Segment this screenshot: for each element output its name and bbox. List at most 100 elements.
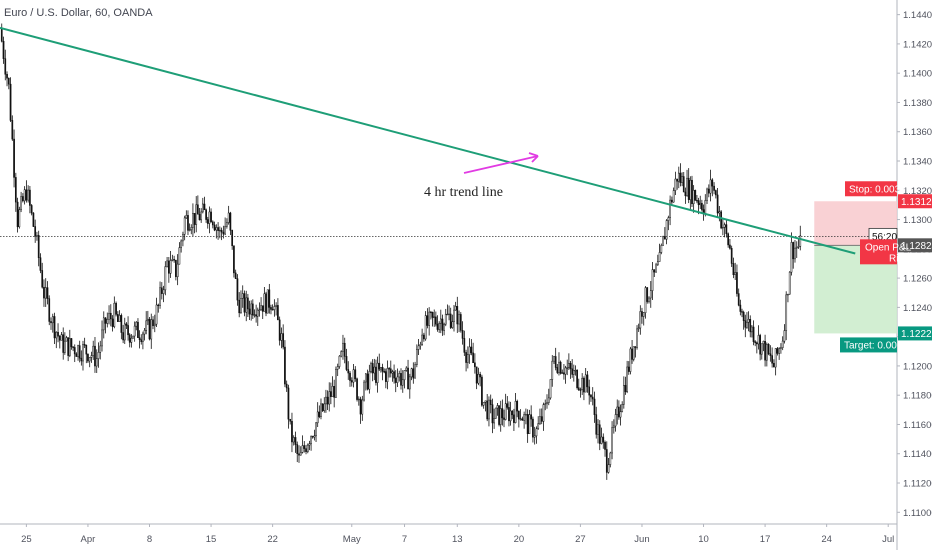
candle-body <box>388 368 390 370</box>
candle-body <box>525 414 527 416</box>
candle-body <box>128 334 131 343</box>
y-tick-label: 1.11600 <box>903 420 932 431</box>
y-tick-label: 1.11000 <box>903 508 932 519</box>
candle-body <box>414 364 416 379</box>
x-tick-label: Apr <box>81 534 96 545</box>
candle-body <box>458 314 460 325</box>
stop-price-badge: 1.13125 <box>901 197 932 208</box>
candle-body <box>689 179 692 200</box>
candle-body <box>760 343 763 355</box>
candle-body <box>205 209 207 220</box>
candle-body <box>101 329 103 347</box>
candle-body <box>75 353 78 357</box>
candle-body <box>150 319 153 340</box>
candle-body <box>41 270 44 288</box>
y-tick-label: 1.13000 <box>903 215 932 226</box>
candle-body <box>13 138 15 178</box>
candle-body <box>46 287 49 299</box>
candle-body <box>65 337 68 342</box>
candle-body <box>208 211 211 224</box>
candle-body <box>504 403 507 420</box>
candle-body <box>776 348 779 354</box>
candle-body <box>7 77 10 85</box>
candle-body <box>345 356 348 370</box>
candle-body <box>138 337 141 340</box>
candle-body <box>299 452 302 456</box>
candle-body <box>571 368 574 375</box>
candle-body <box>704 200 707 215</box>
candle-body <box>792 242 795 260</box>
candle-body <box>376 362 379 383</box>
candle-body <box>632 346 635 360</box>
candle-body <box>328 391 331 405</box>
candle-body <box>127 325 129 336</box>
candle-body <box>511 410 514 416</box>
x-axis[interactable]: 25 Apr 8 15 22 May 7 13 20 27 Jun 10 17 24 Jul <box>21 524 894 545</box>
candle-body <box>634 346 637 348</box>
candle-body <box>734 272 737 275</box>
candle-body <box>70 338 73 348</box>
candle-body <box>479 373 482 378</box>
countdown-label: 56:20 <box>872 232 897 243</box>
candle-body <box>301 445 304 453</box>
candle-body <box>780 347 782 349</box>
candle-body <box>57 331 59 337</box>
candle-body <box>11 120 14 140</box>
candle-body <box>530 414 533 420</box>
candle-body <box>30 205 33 214</box>
candle-body <box>130 337 133 343</box>
candle-body <box>193 213 196 225</box>
candle-body <box>621 404 624 412</box>
candle-body <box>499 408 502 425</box>
candle-body <box>558 361 560 373</box>
candle-body <box>23 189 26 202</box>
y-tick-label: 1.14200 <box>903 39 932 50</box>
candle-body <box>157 304 160 307</box>
candle-body <box>277 305 279 321</box>
candle-body <box>145 320 148 331</box>
candle-body <box>88 357 91 362</box>
candle-body <box>564 367 567 375</box>
y-tick-label: 1.12600 <box>903 274 932 285</box>
candle-body <box>352 369 355 383</box>
candle-body <box>568 362 570 368</box>
candle-body <box>747 318 750 323</box>
candle-body <box>553 356 555 362</box>
candle-body <box>190 227 193 231</box>
candle-body <box>396 376 399 383</box>
candle-body <box>43 286 45 299</box>
grid <box>0 0 898 550</box>
candle-body <box>122 332 124 341</box>
candle-body <box>795 246 798 249</box>
y-axis[interactable]: 1.14400 1.14200 1.14000 1.13800 1.13600 1.134… <box>897 10 932 519</box>
candle-body <box>289 418 292 422</box>
candle-body <box>198 214 201 221</box>
price-badges: 1.13125 1.12824 1.12222 56:20 Stop: 0.00301 T… <box>840 181 932 353</box>
candle-body <box>364 373 367 383</box>
candle-body <box>180 240 183 248</box>
candle-body <box>206 219 209 224</box>
candle-body <box>472 352 474 364</box>
candle-body <box>248 308 251 315</box>
candle-body <box>120 315 123 333</box>
candle-body <box>162 289 165 294</box>
candle-body <box>58 335 61 341</box>
candle-body <box>166 260 168 267</box>
candle-body <box>373 366 376 374</box>
candle-body <box>699 202 702 206</box>
candle-body <box>303 445 306 449</box>
candle-body <box>785 294 788 331</box>
candle-body <box>508 407 510 422</box>
candle-body <box>681 176 683 183</box>
x-tick-label: May <box>343 534 361 545</box>
x-tick-label: Jul <box>882 534 894 545</box>
candle-body <box>744 320 747 328</box>
candle-body <box>421 334 423 345</box>
candle-body <box>474 362 476 368</box>
candle-body <box>220 229 223 233</box>
candle-body <box>547 397 550 403</box>
candle-body <box>677 172 680 182</box>
candle-body <box>132 335 134 339</box>
candle-body <box>518 410 520 420</box>
